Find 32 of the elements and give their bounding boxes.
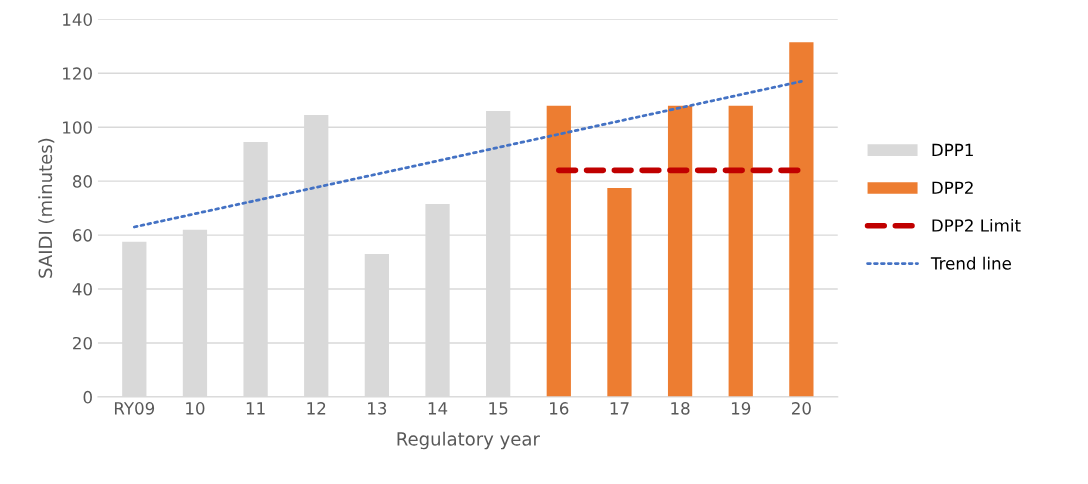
legend-label: DPP2 Limit [932, 218, 1021, 232]
x-tick-label: 19 [731, 402, 751, 415]
bar [546, 105, 571, 397]
bar [667, 105, 693, 397]
y-axis-title: SAIDI (minutes) [38, 138, 55, 278]
y-tick-label: 120 [63, 67, 92, 80]
bar [607, 187, 632, 397]
y-tick-label: 40 [72, 282, 92, 296]
x-tick-label: 18 [671, 402, 690, 415]
legend-label: DPP1 [932, 143, 973, 157]
x-tick-label: 16 [550, 402, 569, 415]
bar [728, 105, 753, 397]
y-tick-label: 0 [83, 390, 92, 404]
x-tick-label: RY09 [114, 402, 155, 415]
y-tick-label: 20 [73, 336, 92, 350]
y-tick-label: 100 [63, 121, 92, 134]
x-axis-title: Regulatory year [397, 431, 540, 450]
x-tick-label: 17 [610, 402, 629, 415]
y-tick-label: 80 [72, 175, 92, 188]
y-tick-label: 60 [73, 229, 92, 242]
x-tick-label: 14 [428, 402, 448, 415]
x-tick-label: 12 [307, 402, 326, 415]
x-tick-label: 11 [246, 402, 265, 415]
y-tick-label: 140 [63, 13, 92, 26]
x-tick-label: 13 [368, 402, 387, 415]
legend-label: Trend line [930, 256, 1011, 270]
x-tick-label: 15 [489, 402, 508, 415]
bar [789, 42, 814, 397]
legend-label: DPP2 [932, 181, 973, 194]
x-tick-label: 20 [791, 402, 811, 415]
line-series [132, 79, 803, 229]
x-tick-label: 10 [186, 402, 205, 415]
